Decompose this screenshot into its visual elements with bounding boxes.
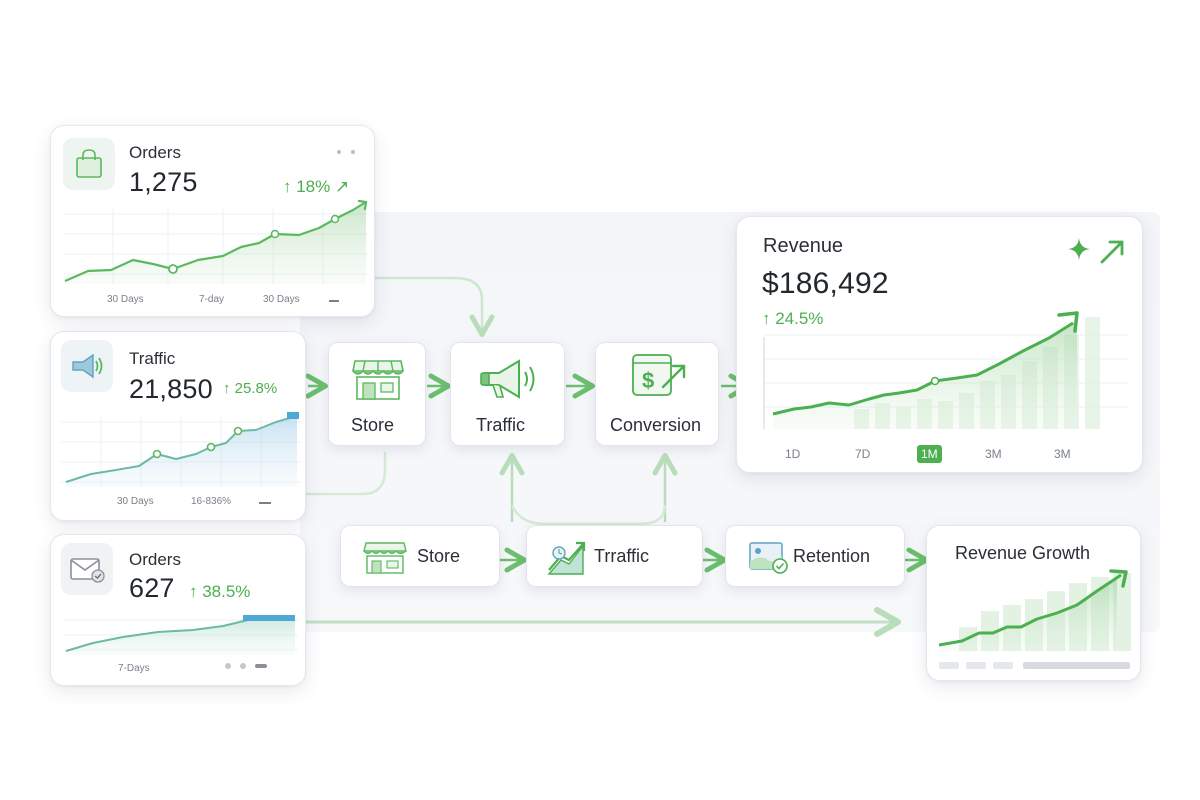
orders-2-icon-box — [61, 543, 113, 595]
orders-title: Orders — [129, 143, 181, 162]
range-3m-b[interactable]: 3M — [1054, 447, 1071, 461]
stage-store[interactable]: Store — [328, 342, 426, 446]
traffic-sparkline — [61, 412, 301, 487]
orders-2-title: Orders — [129, 550, 181, 569]
connector-bottom-curve — [510, 504, 667, 526]
megaphone-icon — [480, 359, 535, 399]
stage-store-2[interactable]: Store — [340, 525, 500, 587]
traffic-axis-label-1: 30 Days — [117, 496, 154, 507]
shopping-bag-icon — [76, 149, 102, 178]
orders-delta: ↑ 18% ↗ — [283, 177, 350, 196]
range-1d[interactable]: 1D — [785, 447, 801, 461]
growth-chart-icon — [547, 541, 586, 575]
orders-2-axis-label-1: 7-Days — [118, 663, 150, 674]
range-1m[interactable]: 1M — [917, 445, 942, 463]
stage-traffic[interactable]: Traffic — [450, 342, 565, 446]
traffic-card[interactable]: Traffic 21,850 ↑ 25.8% 30 Days 16-836% — [50, 331, 306, 521]
svg-text:$: $ — [642, 368, 654, 393]
connector-traffic-loop — [306, 452, 387, 496]
traffic-title: Traffic — [129, 349, 176, 368]
revenue-growth-title: Revenue Growth — [955, 543, 1091, 563]
orders-sparkline — [63, 199, 368, 284]
revenue-chart — [763, 311, 1129, 429]
revenue-title: Revenue — [763, 235, 844, 257]
range-3m[interactable]: 3M — [985, 447, 1002, 461]
revenue-growth-card[interactable]: Revenue Growth — [926, 525, 1141, 681]
orders-2-pagination-icon[interactable] — [223, 662, 271, 670]
orders-menu-dots-icon[interactable] — [335, 149, 359, 155]
stage-conversion[interactable]: $ Conversion — [595, 342, 719, 446]
stage-trraffic-label: Trraffic — [594, 546, 650, 566]
orders-icon-box — [63, 138, 115, 190]
orders-2-sparkline — [63, 615, 298, 655]
revenue-card[interactable]: Revenue $186,492 ↑ 24.5% — [736, 216, 1143, 473]
revenue-growth-chart — [938, 569, 1131, 651]
stage-trraffic[interactable]: Trraffic — [526, 525, 703, 587]
orders-2-delta: ↑ 38.5% — [189, 582, 251, 601]
orders-2-value: 627 — [129, 573, 175, 603]
traffic-axis-dash — [259, 502, 271, 504]
stage-retention-label: Retention — [793, 546, 871, 566]
range-7d[interactable]: 7D — [855, 447, 871, 461]
trend-up-icon — [1100, 240, 1124, 264]
traffic-delta: ↑ 25.8% — [223, 380, 278, 397]
stage-conversion-label: Conversion — [610, 415, 702, 435]
revenue-value: $186,492 — [762, 267, 889, 300]
orders-value: 1,275 — [129, 167, 198, 197]
storefront-icon — [363, 542, 407, 574]
megaphone-icon — [72, 353, 103, 379]
dollar-arrow-icon: $ — [632, 354, 686, 396]
orders-card-2[interactable]: Orders 627 ↑ 38.5% 7-Days — [50, 534, 306, 686]
stage-retention[interactable]: Retention — [725, 525, 905, 587]
connector-orders-traffic — [372, 276, 495, 337]
storefront-icon — [352, 360, 404, 400]
revenue-growth-footer-bar — [939, 662, 1130, 669]
orders-axis-label-1: 30 Days — [107, 294, 144, 305]
image-check-icon — [749, 542, 788, 574]
orders-axis-label-2: 7-day — [199, 294, 225, 305]
mail-icon — [70, 558, 105, 583]
traffic-value: 21,850 — [129, 374, 213, 404]
stage-traffic-label: Traffic — [476, 415, 526, 435]
orders-card[interactable]: Orders 1,275 ↑ 18% ↗ 30 Days 7-day 30 Da… — [50, 125, 375, 317]
traffic-icon-box — [61, 340, 113, 392]
sparkle-icon — [1068, 238, 1090, 260]
traffic-axis-label-2: 16-836% — [191, 496, 232, 507]
stage-store-label: Store — [351, 415, 395, 435]
revenue-delta: ↑ 24.5% — [762, 309, 824, 328]
orders-axis-dash — [329, 300, 339, 302]
orders-axis-label-3: 30 Days — [263, 294, 300, 305]
stage-store-2-label: Store — [417, 546, 461, 566]
